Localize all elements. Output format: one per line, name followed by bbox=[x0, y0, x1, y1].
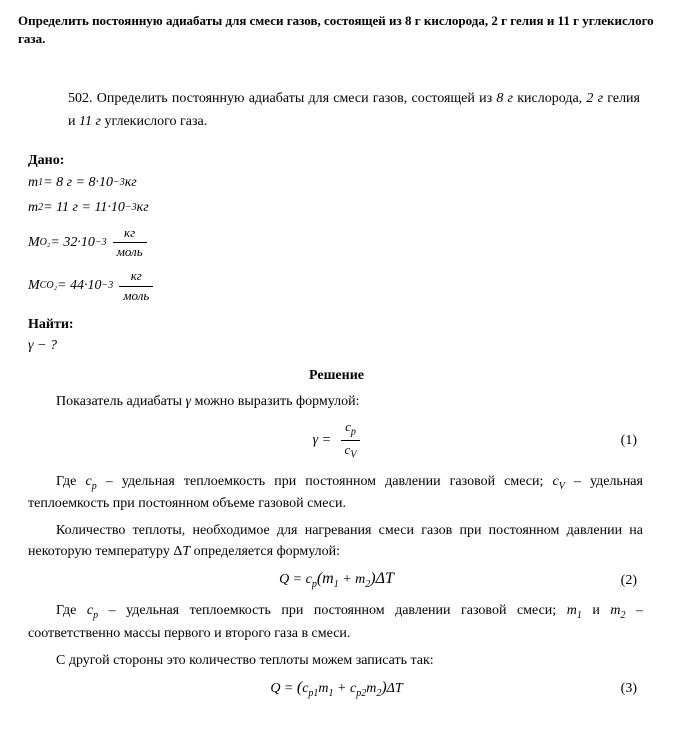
eq3-number: (3) bbox=[621, 679, 637, 699]
m1-sym: m bbox=[28, 173, 38, 193]
eq3-c1-sub: p1 bbox=[308, 688, 318, 699]
p4a: Где bbox=[56, 603, 87, 618]
eq3-dt: ΔT bbox=[387, 681, 403, 696]
mco2-sym: M bbox=[28, 276, 40, 296]
problem-text: Определить постоянную адиабаты для смеси… bbox=[68, 91, 640, 128]
solution-para-5: С другой стороны это количество теплоты … bbox=[28, 650, 643, 671]
p2b: – удельная теплоемкость при постоянном д… bbox=[97, 474, 553, 489]
p5: С другой стороны это количество теплоты … bbox=[56, 653, 434, 668]
eq2-end: )ΔT bbox=[370, 570, 394, 587]
eq1-num: cp bbox=[341, 418, 360, 440]
eq1-body: γ = cp cV bbox=[313, 418, 361, 462]
eq3-plus: + bbox=[334, 681, 350, 696]
mco2-sub: CO₂ bbox=[40, 279, 57, 293]
m1-eq: = 8 г = 8·10 bbox=[43, 173, 113, 193]
mo2-eq: = 32·10 bbox=[50, 233, 94, 253]
m2-sym: m bbox=[28, 198, 38, 218]
given-line-3: MO₂ = 32·10−3 кг моль bbox=[28, 224, 655, 261]
problem-number: 502. bbox=[68, 91, 93, 106]
m1-unit: кг bbox=[125, 173, 137, 193]
given-line-4: MCO₂ = 44·10−3 кг моль bbox=[28, 267, 655, 304]
m2-unit: кг bbox=[137, 198, 149, 218]
equation-2: Q = cp(m1 + m2)ΔT (2) bbox=[18, 568, 655, 592]
eq3-body: Q = (cp1m1 + cp2m2)ΔT bbox=[270, 677, 402, 701]
p4-and: и bbox=[582, 603, 611, 618]
solution-para-1: Показатель адиабаты γ можно выразить фор… bbox=[28, 391, 643, 412]
p4-m1: m bbox=[567, 603, 577, 618]
p2a: Где bbox=[56, 474, 85, 489]
solution-title: Решение bbox=[18, 366, 655, 386]
eq2-q: Q = c bbox=[279, 572, 312, 587]
mco2-unit-den: моль bbox=[119, 286, 153, 305]
mo2-unit-num: кг bbox=[120, 224, 139, 242]
mo2-exp: −3 bbox=[95, 236, 107, 250]
eq2-body: Q = cp(m1 + m2)ΔT bbox=[279, 568, 394, 592]
solution-para-4: Где cp – удельная теплоемкость при посто… bbox=[28, 600, 643, 644]
given-line-1: m1 = 8 г = 8·10−3 кг bbox=[28, 173, 655, 193]
p1a: Показатель адиабаты bbox=[56, 394, 186, 409]
given-block: m1 = 8 г = 8·10−3 кг m2 = 11 г = 11·10−3… bbox=[28, 173, 655, 305]
given-line-2: m2 = 11 г = 11·10−3 кг bbox=[28, 198, 655, 218]
problem-statement: 502. Определить постоянную адиабаты для … bbox=[68, 88, 640, 133]
eq3-c2-sub: p2 bbox=[356, 688, 366, 699]
solution-para-2: Где cp – удельная теплоемкость при посто… bbox=[28, 471, 643, 515]
mo2-sym: M bbox=[28, 233, 40, 253]
eq1-number: (1) bbox=[621, 431, 637, 451]
m1-exp: −3 bbox=[113, 176, 125, 190]
mco2-eq: = 44·10 bbox=[57, 276, 101, 296]
eq2-number: (2) bbox=[621, 571, 637, 591]
find-block: γ − ? bbox=[28, 336, 655, 356]
find-label: Найти: bbox=[28, 315, 655, 335]
eq1-den: cV bbox=[341, 440, 361, 463]
header-title: Определить постоянную адиабаты для смеси… bbox=[18, 12, 655, 48]
p4b: – удельная теплоемкость при постоянном д… bbox=[98, 603, 567, 618]
m2-exp: −3 bbox=[125, 201, 137, 215]
mo2-unit-den: моль bbox=[113, 242, 147, 261]
mco2-unit-frac: кг моль bbox=[119, 267, 153, 304]
equation-1: γ = cp cV (1) bbox=[18, 418, 655, 462]
mco2-exp: −3 bbox=[102, 279, 114, 293]
eq1-num-sub: p bbox=[351, 427, 356, 438]
find-line: γ − ? bbox=[28, 336, 655, 356]
eq1-frac: cp cV bbox=[341, 418, 361, 462]
eq3-q: Q = bbox=[270, 681, 297, 696]
m2-eq: = 11 г = 11·10 bbox=[43, 198, 125, 218]
eq2-plus: + m bbox=[339, 572, 366, 587]
eq1-den-sub: V bbox=[350, 450, 356, 461]
given-label: Дано: bbox=[28, 151, 655, 171]
eq3-m2: m bbox=[366, 681, 376, 696]
mco2-unit-num: кг bbox=[127, 267, 146, 285]
mo2-sub: O₂ bbox=[40, 236, 51, 250]
solution-para-3: Количество теплоты, необходимое для нагр… bbox=[28, 520, 643, 562]
eq2-open: (m bbox=[317, 570, 334, 587]
find-expr: γ − ? bbox=[28, 336, 57, 356]
eq1-lhs: γ = bbox=[313, 433, 335, 448]
p3: Количество теплоты, необходимое для нагр… bbox=[28, 523, 643, 559]
equation-3: Q = (cp1m1 + cp2m2)ΔT (3) bbox=[18, 677, 655, 701]
p1b: можно выразить формулой: bbox=[191, 394, 359, 409]
eq3-m1: m bbox=[318, 681, 328, 696]
mo2-unit-frac: кг моль bbox=[113, 224, 147, 261]
p4-m2: m bbox=[610, 603, 620, 618]
